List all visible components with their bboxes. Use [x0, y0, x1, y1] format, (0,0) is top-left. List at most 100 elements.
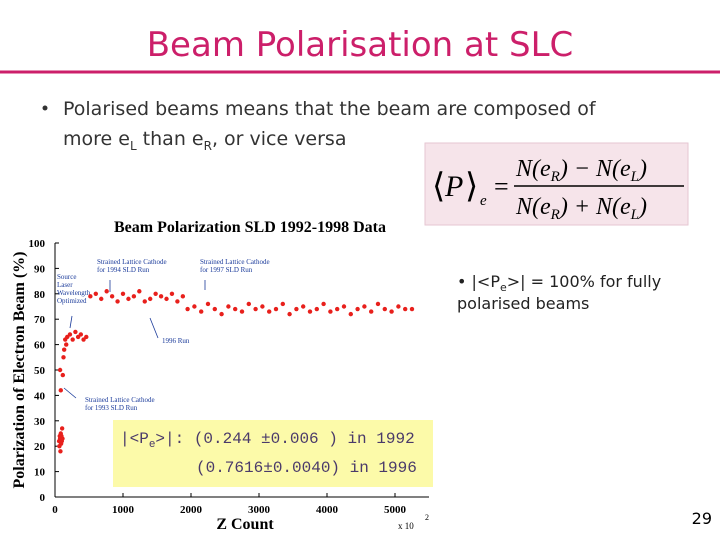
x-multiplier: x 10 [398, 521, 414, 531]
data-point [148, 296, 153, 302]
data-point [58, 388, 63, 393]
numerator: N(eR) − N(eL) [515, 156, 647, 185]
annotation: 1996 Run [162, 337, 190, 345]
formula: ⟨ P ⟩ e = N(eR) − N(eL) N(eR) + N(eL) [432, 156, 684, 223]
text: , or vice versa [212, 128, 347, 150]
data-point [355, 306, 360, 312]
data-point [246, 301, 251, 307]
subscript: L [130, 139, 137, 153]
x-multiplier-exp: 2 [425, 513, 429, 522]
x-axis-label: Z Count [216, 516, 274, 533]
bullet-line: • |<Pe>| = 100% for fully [457, 272, 661, 294]
subscript: R [204, 139, 212, 153]
bullet-line: polarised beams [457, 294, 589, 313]
y-tick-label: 30 [34, 416, 46, 428]
data-point [169, 291, 175, 296]
data-point [131, 294, 137, 299]
data-point [109, 294, 115, 299]
annotation: Laser [57, 281, 73, 289]
data-point [301, 304, 306, 309]
subscript: R [550, 169, 560, 185]
data-point [253, 306, 258, 312]
data-point [199, 309, 204, 314]
data-point [64, 342, 69, 347]
data-point [219, 311, 224, 317]
text: N(e [515, 194, 551, 220]
subscript: R [550, 207, 560, 223]
data-point [120, 291, 126, 296]
data-point [57, 367, 63, 373]
formula-equals: = [494, 172, 509, 201]
data-point [396, 304, 401, 309]
data-point [137, 289, 142, 294]
data-point [88, 294, 93, 299]
y-tick-label: 10 [34, 467, 46, 479]
text: |<P [120, 430, 149, 448]
x-tick-label: 2000 [180, 504, 203, 516]
y-tick-label: 80 [34, 289, 46, 301]
result-line: (0.7616±0.0040) in 1996 [196, 459, 417, 477]
annotation: Strained Lattice Cathode [85, 396, 155, 404]
data-point [375, 301, 381, 307]
data-point [58, 449, 63, 454]
y-tick-label: 90 [34, 263, 46, 275]
y-tick-label: 0 [40, 492, 46, 504]
data-point [389, 309, 394, 314]
chart: Beam Polarization SLD 1992-1998 Data 0 10 2… [11, 219, 429, 533]
data-point [73, 329, 78, 335]
data-point [60, 372, 66, 378]
data-point [321, 301, 326, 307]
data-point [314, 306, 319, 312]
data-point [61, 347, 67, 352]
data-point [205, 301, 211, 307]
data-point [115, 299, 120, 304]
text: ) [637, 194, 647, 220]
data-point [99, 296, 104, 302]
subscript: L [630, 169, 639, 185]
data-point [185, 306, 190, 312]
data-point [403, 306, 408, 312]
data-point [328, 309, 333, 314]
data-point [93, 291, 99, 296]
y-tick-label: 100 [29, 238, 46, 250]
text: more e [63, 128, 130, 150]
annotation-arrow [69, 315, 73, 329]
data-point [287, 311, 292, 317]
subscript: e [500, 281, 507, 294]
data-point [164, 296, 169, 302]
bracket: ⟨ [432, 168, 445, 205]
data-point [233, 306, 238, 312]
bullet-dot [42, 105, 48, 111]
data-point [84, 334, 89, 340]
subscript: L [630, 207, 639, 223]
data-point [335, 306, 340, 312]
data-point [104, 289, 109, 294]
annotation: Optimized [57, 297, 87, 305]
annotation: Wavelength [57, 289, 91, 297]
data-point [60, 436, 65, 441]
slide-title: Beam Polarisation at SLC [147, 25, 574, 65]
data-point [142, 299, 147, 304]
data-point [409, 306, 415, 312]
y-tick-label: 20 [34, 441, 46, 453]
data-point [307, 309, 313, 314]
y-tick-label: 40 [34, 390, 46, 402]
data-point [158, 294, 164, 299]
y-tick-label: 60 [34, 340, 46, 352]
data-point [348, 311, 353, 317]
data-point [362, 304, 367, 309]
y-tick-label: 70 [34, 314, 46, 326]
data-point [126, 296, 131, 302]
text: ) + N(e [558, 194, 631, 220]
data-point [212, 306, 217, 312]
data-point [192, 304, 197, 309]
data-point [153, 291, 158, 296]
text: ) [637, 156, 647, 182]
data-point [239, 309, 245, 314]
result-line: |<Pe>|: (0.244 ±0.006 ) in 1992 [120, 430, 415, 451]
bullet-line: more eL than eR, or vice versa [63, 128, 346, 153]
annotation: for 1993 SLD Run [85, 404, 138, 412]
subscript: e [149, 439, 156, 451]
data-point [59, 426, 65, 431]
